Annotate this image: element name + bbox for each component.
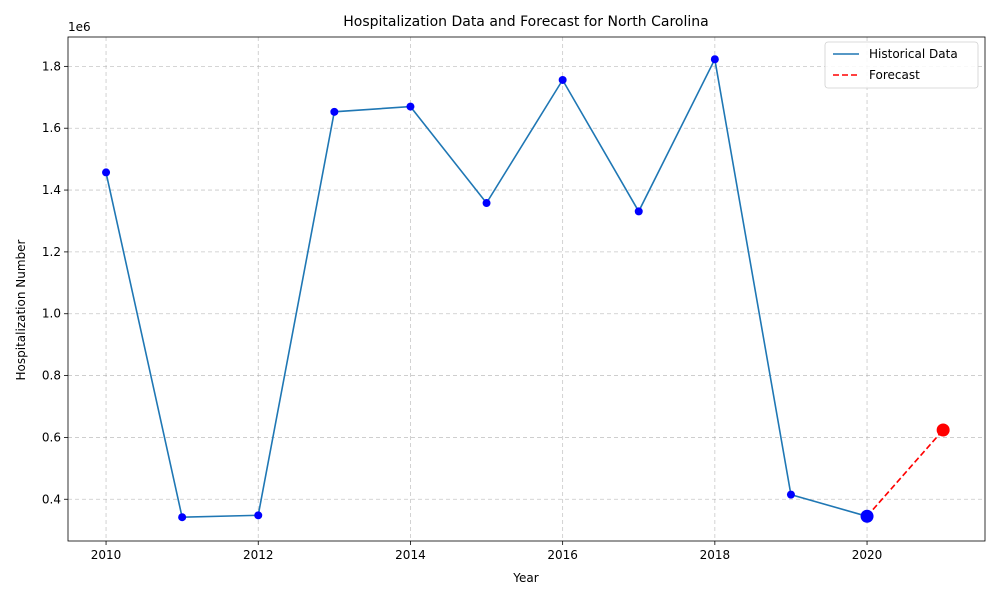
x-tick-label: 2018 — [700, 548, 731, 562]
historical-data-point — [406, 102, 415, 111]
legend-forecast-label: Forecast — [869, 68, 920, 82]
forecast-line — [866, 429, 944, 517]
historical-data-point — [178, 513, 187, 522]
historical-data-point — [710, 55, 719, 64]
x-tick-label: 2020 — [852, 548, 883, 562]
y-tick-label: 1.0 — [42, 307, 61, 321]
historical-data-point — [786, 490, 795, 499]
x-tick-label: 2010 — [91, 548, 122, 562]
y-tick-label: 1.4 — [42, 183, 61, 197]
historical-data-point — [254, 511, 263, 520]
legend-historical-label: Historical Data — [869, 47, 958, 61]
chart-title: Hospitalization Data and Forecast for No… — [343, 14, 708, 30]
plot-frame — [67, 36, 986, 542]
historical-data-point — [558, 75, 567, 84]
x-tick-label: 2016 — [547, 548, 578, 562]
forecast-data-point — [936, 423, 950, 437]
historical-data-point — [482, 199, 491, 208]
y-tick-label: 0.4 — [42, 492, 61, 506]
tick-layer: 2010 2012 2014 2016 2018 2020 0.4 0.6 0.8 1.0 1.2 1… — [42, 59, 882, 562]
y-tick-label: 1.2 — [42, 245, 61, 259]
x-axis-label: Year — [512, 571, 538, 585]
y-axis-label: Hospitalization Number — [14, 239, 28, 380]
y-tick-label: 0.6 — [42, 430, 61, 444]
y-tick-label: 0.8 — [42, 369, 61, 383]
grid-lines — [68, 37, 985, 541]
historical-data-line — [105, 56, 868, 519]
historical-data-point — [102, 168, 111, 177]
y-axis-offset-label: 1e6 — [68, 20, 91, 34]
y-tick-label: 1.8 — [42, 59, 61, 73]
x-tick-label: 2012 — [243, 548, 274, 562]
historical-last-point — [860, 509, 874, 523]
marker-layer — [102, 55, 950, 523]
historical-data-point — [634, 207, 643, 216]
legend: Historical Data Forecast — [824, 41, 979, 89]
legend-box — [824, 41, 979, 89]
y-tick-label: 1.6 — [42, 121, 61, 135]
x-tick-label: 2014 — [395, 548, 426, 562]
historical-data-point — [330, 107, 339, 116]
